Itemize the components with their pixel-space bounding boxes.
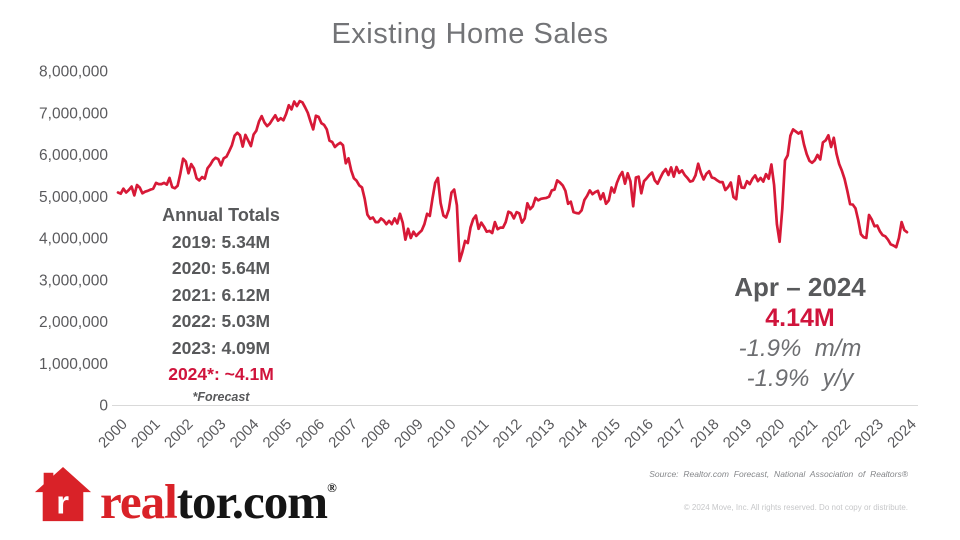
y-axis-tick-label: 4,000,000 — [39, 231, 108, 248]
house-letter: r — [56, 483, 69, 520]
y-axis-tick-label: 5,000,000 — [39, 189, 108, 206]
x-axis-tick-label: 2019 — [720, 416, 756, 452]
registered-mark: ® — [327, 480, 337, 495]
x-axis-tick-label: 2017 — [654, 416, 690, 452]
x-axis-tick-label: 2014 — [556, 416, 592, 452]
realtor-logo: r realtor.com® — [34, 464, 337, 529]
x-axis-tick-label: 2023 — [851, 416, 887, 452]
annual-total-item-2024-forecast: 2024*: ~4.1M — [168, 364, 274, 384]
y-axis-tick-label: 0 — [99, 398, 108, 415]
annual-total-item-2023: 2023: 4.09M — [171, 337, 271, 358]
latest-period: Apr – 2024 — [734, 272, 866, 302]
copyright-note: © 2024 Move, Inc. All rights reserved. D… — [683, 503, 908, 512]
x-axis-tick-label: 2002 — [161, 416, 197, 452]
x-axis-tick-label: 2016 — [621, 416, 657, 452]
annual-total-item-2020: 2020: 5.64M — [171, 258, 271, 278]
x-axis-tick-label: 2013 — [523, 416, 559, 452]
source-note: Source: Realtor.com Forecast, National A… — [649, 469, 908, 479]
x-axis-tick-label: 2021 — [786, 416, 822, 452]
annual-total-item-2021: 2021: 6.12M — [171, 284, 271, 305]
annual-totals-panel: Annual Totals 2019: 5.34M 2020: 5.64M 20… — [130, 202, 312, 407]
x-axis-tick-label: 2015 — [588, 416, 624, 452]
x-axis-tick-label: 2001 — [128, 416, 164, 452]
x-axis-tick-label: 2004 — [227, 416, 263, 452]
y-axis-tick-label: 1,000,000 — [39, 356, 108, 373]
realtor-logo-text: realtor.com® — [100, 459, 337, 531]
house-icon: r — [34, 466, 92, 522]
x-axis-tick-label: 2010 — [424, 416, 460, 452]
logo-real-text: real — [100, 474, 178, 529]
x-axis-tick-label: 2000 — [95, 416, 131, 452]
x-axis-tick-label: 2020 — [753, 416, 789, 452]
annual-totals-title: Annual Totals — [162, 205, 280, 225]
forecast-note: *Forecast — [192, 389, 250, 404]
y-axis-tick-label: 8,000,000 — [39, 64, 108, 81]
latest-month-over-month: -1.9% m/m — [738, 335, 862, 362]
x-axis-tick-label: 2008 — [358, 416, 394, 452]
chart-title: Existing Home Sales — [331, 18, 609, 50]
latest-year-over-year: -1.9% y/y — [746, 365, 854, 392]
x-axis-tick-label: 2007 — [325, 416, 361, 452]
x-axis-tick-label: 2003 — [194, 416, 230, 452]
x-axis-tick-label: 2009 — [391, 416, 427, 452]
y-axis-tick-label: 2,000,000 — [39, 314, 108, 331]
x-axis-tick-label: 2018 — [687, 416, 723, 452]
annual-total-item-2022: 2022: 5.03M — [171, 311, 271, 331]
y-axis-tick-label: 6,000,000 — [39, 147, 108, 164]
x-axis-tick-label: 2011 — [458, 416, 493, 451]
logo-torcom-text: tor.com — [176, 474, 328, 529]
x-axis-tick-label: 2022 — [819, 416, 855, 452]
x-axis-tick-label: 2005 — [260, 416, 296, 452]
x-axis-tick-label: 2006 — [293, 416, 329, 452]
sales-line — [116, 99, 909, 263]
y-axis-tick-label: 3,000,000 — [39, 272, 108, 289]
x-axis-tick-label: 2024 — [884, 416, 920, 452]
x-axis-tick-label: 2012 — [490, 416, 526, 452]
annual-total-item-2019: 2019: 5.34M — [171, 231, 271, 252]
latest-value: 4.14M — [765, 304, 835, 332]
y-axis-tick-label: 7,000,000 — [39, 105, 108, 122]
latest-stats-panel: Apr – 2024 4.14M -1.9% m/m -1.9% y/y — [698, 272, 902, 394]
